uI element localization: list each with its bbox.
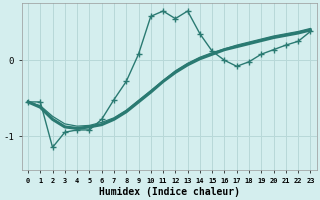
X-axis label: Humidex (Indice chaleur): Humidex (Indice chaleur): [99, 186, 240, 197]
